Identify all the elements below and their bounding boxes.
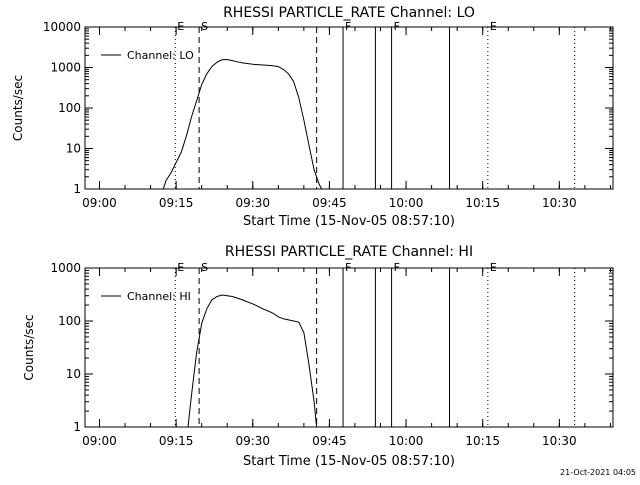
x-tick-label: 09:00: [82, 434, 117, 448]
y-tick-label: 1000: [50, 61, 81, 75]
chart-title: RHESSI PARTICLE_RATE Channel: LO: [223, 5, 475, 21]
y-tick-label: 1000: [50, 261, 81, 275]
x-tick-label: 10:30: [542, 196, 577, 210]
y-tick-label: 10: [66, 367, 81, 381]
event-marker-label: S: [201, 261, 208, 274]
y-tick-label: 100: [58, 101, 81, 115]
x-tick-label: 09:30: [235, 196, 270, 210]
chart-title: RHESSI PARTICLE_RATE Channel: HI: [225, 244, 473, 260]
x-tick-label: 09:15: [159, 434, 194, 448]
data-series-line: [187, 294, 318, 428]
x-tick-label: 09:45: [312, 434, 347, 448]
x-tick-label: 09:45: [312, 196, 347, 210]
event-marker-label: F: [394, 261, 400, 274]
x-tick-label: 09:30: [235, 434, 270, 448]
x-tick-label: 10:15: [465, 434, 500, 448]
legend-label: Channel: LO: [127, 49, 194, 62]
legend-label: Channel: HI: [127, 290, 191, 303]
x-axis-label: Start Time (15-Nov-05 08:57:10): [243, 454, 455, 469]
x-tick-label: 09:15: [159, 196, 194, 210]
chart-panel-hi: RHESSI PARTICLE_RATE Channel: HI 1 10 100 10…: [22, 244, 614, 469]
x-axis-label: Start Time (15-Nov-05 08:57:10): [243, 214, 455, 229]
y-axis-label: Counts/sec: [11, 75, 25, 141]
y-tick-label: 10000: [43, 20, 81, 34]
y-tick-label: 100: [58, 314, 81, 328]
timestamp-stamp: 21-Oct-2021 04:05: [560, 468, 636, 477]
y-tick-label: 1: [73, 182, 81, 196]
y-tick-label: 1: [73, 420, 81, 434]
y-axis-label: Counts/sec: [22, 314, 36, 380]
chart-panel-lo: RHESSI PARTICLE_RATE Channel: LO 1 10 100 10…: [11, 5, 614, 229]
event-marker-label: E: [177, 20, 184, 33]
x-tick-label: 10:30: [542, 434, 577, 448]
event-marker-label: F: [394, 20, 400, 33]
event-marker-label: E: [490, 261, 497, 274]
data-series-line: [162, 58, 323, 190]
event-marker-label: S: [201, 20, 208, 33]
event-marker-label: E: [490, 20, 497, 33]
event-marker-label: F: [345, 20, 351, 33]
plot-frame: [84, 267, 614, 428]
event-marker-label: F: [345, 261, 351, 274]
x-tick-label: 09:00: [82, 196, 117, 210]
x-tick-label: 10:00: [389, 434, 424, 448]
x-tick-label: 10:15: [465, 196, 500, 210]
x-tick-label: 10:00: [389, 196, 424, 210]
y-tick-label: 10: [66, 142, 81, 156]
event-marker-label: E: [177, 261, 184, 274]
